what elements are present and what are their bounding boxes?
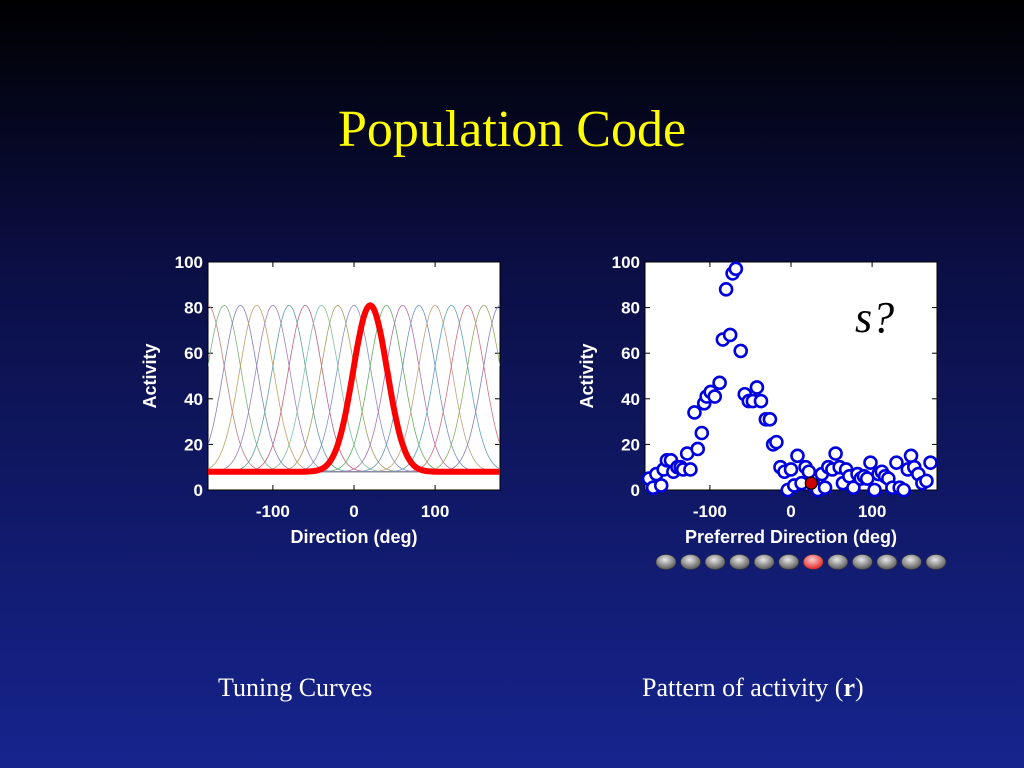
neuron-marker — [925, 554, 947, 570]
activity-ytick-label: 40 — [621, 390, 640, 409]
activity-x-axis-label: Preferred Direction (deg) — [685, 527, 897, 547]
tuning-ytick-label: 100 — [175, 253, 203, 272]
activity-point — [683, 462, 698, 477]
caption-right-suffix: ) — [854, 673, 864, 702]
tuning-ytick-label: 20 — [184, 435, 203, 454]
activity-xtick-label: 0 — [786, 502, 795, 521]
activity-ytick-label: 100 — [612, 253, 640, 272]
activity-point — [790, 448, 805, 464]
activity-point — [783, 462, 799, 477]
neuron-marker — [778, 554, 800, 570]
activity-point — [846, 480, 861, 496]
neuron-marker — [753, 554, 775, 570]
activity-point — [718, 282, 734, 297]
activity-point — [762, 412, 778, 427]
tuning-x-axis-label: Direction (deg) — [290, 527, 417, 547]
tuning-ytick-label: 80 — [184, 299, 203, 318]
activity-xtick-label: 100 — [858, 502, 886, 521]
activity-point — [769, 434, 784, 450]
tuning-xtick-label: 0 — [349, 502, 358, 521]
activity-point — [690, 441, 706, 457]
activity-point — [867, 482, 882, 498]
slide-title: Population Code — [337, 101, 687, 158]
neuron-marker — [655, 554, 677, 570]
tuning-ytick-label: 60 — [184, 344, 203, 363]
activity-point — [707, 389, 723, 404]
neuron-marker — [876, 554, 898, 570]
activity-point — [817, 480, 833, 496]
activity-ytick-label: 0 — [631, 481, 640, 500]
tuning-curve-highlighted — [208, 302, 500, 475]
tuning-y-axis-label: Activity — [140, 343, 160, 408]
activity-ytick-label: 60 — [621, 344, 640, 363]
activity-point — [923, 455, 938, 470]
caption-pattern-of-activity: Pattern of activity (r) — [642, 673, 864, 703]
neuron-marker — [729, 554, 750, 570]
stimulus-question-annotation: s? — [855, 293, 894, 342]
activity-ytick-label: 20 — [621, 435, 640, 454]
stimulus-point — [804, 476, 818, 490]
activity-point — [889, 455, 904, 470]
activity-ytick-label: 80 — [621, 299, 640, 318]
activity-point — [749, 380, 765, 395]
activity-point — [896, 482, 912, 498]
activity-point — [687, 405, 702, 420]
activity-point — [722, 327, 738, 343]
caption-right-prefix: Pattern of activity ( — [642, 673, 844, 702]
activity-y-axis-label: Activity — [577, 343, 597, 408]
activity-point — [712, 375, 727, 391]
activity-xtick-label: -100 — [693, 502, 727, 521]
neuron-marker — [704, 554, 726, 570]
activity-point — [694, 425, 710, 441]
activity-point — [828, 446, 843, 461]
neuron-marker — [680, 554, 701, 570]
activity-point — [753, 393, 769, 409]
caption-tuning-curves: Tuning Curves — [218, 673, 373, 702]
tuning-xtick-label: 100 — [421, 502, 449, 521]
caption-right-bold: r — [843, 673, 855, 702]
tuning-ytick-label: 40 — [184, 390, 203, 409]
tuning-ytick-label: 0 — [194, 481, 203, 500]
neuron-marker — [852, 554, 873, 570]
activity-point — [653, 478, 669, 493]
activity-point — [733, 343, 749, 359]
activity-point — [919, 473, 934, 489]
tuning-xtick-label: -100 — [256, 502, 290, 521]
activity-point — [863, 455, 878, 470]
neuron-marker-active — [802, 554, 824, 570]
activity-point — [801, 464, 817, 480]
activity-point — [728, 261, 744, 277]
neuron-marker — [827, 554, 849, 570]
neuron-marker — [901, 554, 922, 570]
